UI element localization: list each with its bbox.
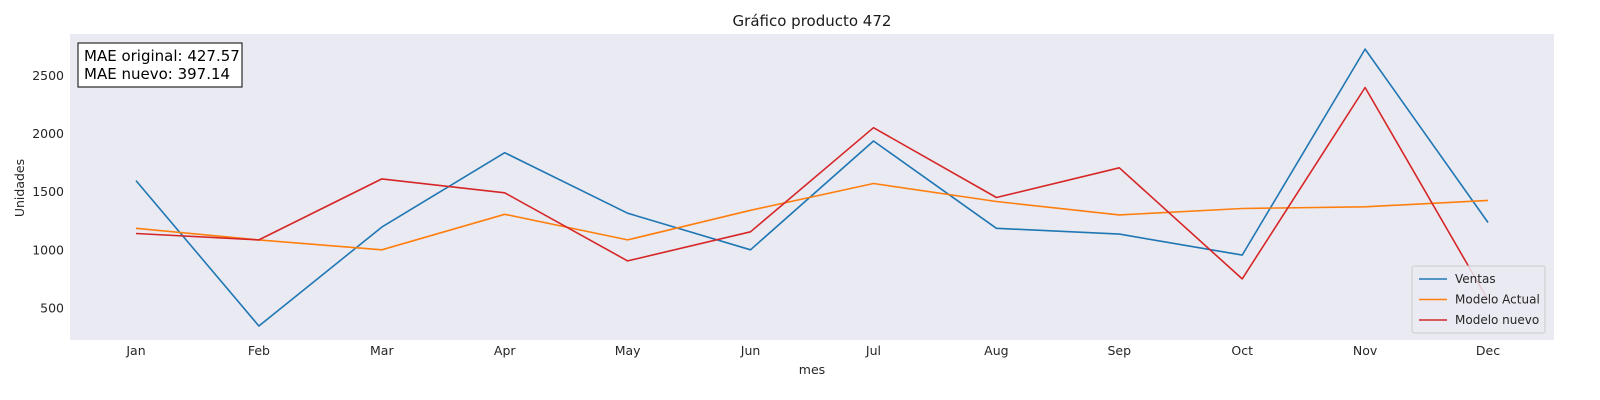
x-axis-label: mes <box>799 362 825 377</box>
y-tick-label: 1500 <box>32 184 64 199</box>
x-tick-label: Feb <box>248 343 270 358</box>
x-tick-label: Oct <box>1231 343 1253 358</box>
y-axis-ticks: 500 1000 1500 2000 2500 <box>32 68 64 316</box>
y-axis-label: Unidades <box>12 159 27 217</box>
x-tick-label: Apr <box>494 343 516 358</box>
x-tick-label: Mar <box>370 343 394 358</box>
annotation-frame <box>77 42 243 88</box>
x-tick-label: Jan <box>125 343 145 358</box>
x-tick-label: Jun <box>740 343 761 358</box>
legend-label: Modelo nuevo <box>1455 313 1539 327</box>
x-tick-label: Nov <box>1353 343 1378 358</box>
x-tick-label: Jul <box>865 343 881 358</box>
x-tick-label: May <box>615 343 641 358</box>
legend-frame <box>1411 265 1546 334</box>
y-tick-label: 500 <box>40 301 64 316</box>
y-tick-label: 2000 <box>32 126 64 141</box>
series-line-0 <box>135 48 1489 327</box>
annotation-line-1: MAE original: 427.57 <box>84 47 240 65</box>
x-tick-label: Aug <box>984 343 1008 358</box>
series-lines <box>135 48 1489 327</box>
legend-label: Modelo Actual <box>1455 293 1540 307</box>
mae-annotation-box: MAE original: 427.57 MAE nuevo: 397.14 <box>77 42 243 88</box>
x-axis-ticks: Jan Feb Mar Apr May Jun Jul Aug Sep Oct Nov Dec <box>125 343 1500 358</box>
x-tick-label: Dec <box>1476 343 1500 358</box>
chart-title: Gráfico producto 472 <box>733 12 892 30</box>
plot-area <box>70 34 1554 340</box>
legend-label: Ventas <box>1455 272 1496 286</box>
x-tick-label: Sep <box>1107 343 1131 358</box>
y-tick-label: 1000 <box>32 242 64 257</box>
y-tick-label: 2500 <box>32 68 64 83</box>
series-line-1 <box>135 182 1489 251</box>
series-line-2 <box>135 86 1489 301</box>
legend: Ventas Modelo Actual Modelo nuevo <box>1411 265 1546 334</box>
annotation-line-2: MAE nuevo: 397.14 <box>84 65 230 83</box>
